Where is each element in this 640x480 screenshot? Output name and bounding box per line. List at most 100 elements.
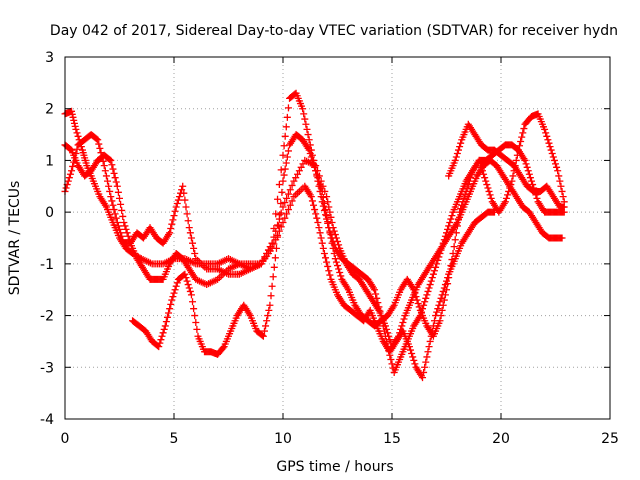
data-point <box>525 170 533 178</box>
data-point <box>317 184 325 192</box>
data-point <box>319 244 327 252</box>
data-point <box>173 279 181 287</box>
data-point <box>121 222 129 230</box>
series <box>61 141 566 351</box>
data-point <box>107 193 115 201</box>
data-point <box>322 254 330 262</box>
data-point <box>156 339 164 347</box>
data-point <box>313 170 321 178</box>
data-point <box>315 177 323 185</box>
data-point <box>522 160 530 168</box>
data-point <box>68 107 76 115</box>
data-point <box>171 207 179 215</box>
data-point <box>310 160 318 168</box>
data-point <box>106 187 114 195</box>
data-point <box>219 344 227 352</box>
data-point <box>457 205 465 213</box>
data-point <box>372 290 380 298</box>
data-point <box>263 317 271 325</box>
data-point <box>314 174 322 182</box>
y-tick-labels: -4 -3 -2 -1 0 1 2 3 <box>40 50 54 428</box>
data-point <box>68 110 76 118</box>
data-point <box>328 239 336 247</box>
data-point <box>102 172 110 180</box>
data-point <box>170 212 178 220</box>
data-point <box>189 239 197 247</box>
data-point <box>475 156 483 164</box>
data-point <box>286 201 294 209</box>
data-point <box>317 234 325 242</box>
data-point <box>388 360 396 368</box>
data-point <box>426 337 434 345</box>
data-point <box>308 197 316 205</box>
data-point <box>424 287 432 295</box>
data-point <box>487 194 495 202</box>
data-point <box>485 187 493 195</box>
data-point <box>334 237 341 245</box>
data-point <box>163 313 171 321</box>
data-point <box>258 331 266 339</box>
data-point <box>424 348 432 356</box>
data-point <box>407 346 415 354</box>
data-point <box>400 315 408 323</box>
data-point <box>434 305 442 313</box>
data-point <box>161 322 169 330</box>
data-point <box>300 110 308 118</box>
data-point <box>116 225 123 233</box>
data-point <box>547 146 555 154</box>
series <box>445 120 568 211</box>
data-point <box>70 158 78 166</box>
data-point <box>334 262 341 270</box>
x-tick-labels: 0 5 10 15 20 25 <box>61 431 619 447</box>
data-point <box>109 165 117 173</box>
data-point <box>331 231 339 239</box>
data-point <box>172 203 180 211</box>
data-point <box>326 271 334 279</box>
data-point <box>311 206 319 214</box>
data-point <box>482 177 490 185</box>
data-point <box>114 222 122 230</box>
data-point <box>280 142 288 150</box>
data-point <box>182 203 190 211</box>
data-point <box>323 212 331 220</box>
data-point <box>529 181 537 189</box>
data-point <box>313 214 321 222</box>
data-point <box>411 289 419 297</box>
data-point <box>279 218 287 226</box>
data-point <box>466 174 474 182</box>
data-point <box>542 129 550 137</box>
data-point <box>193 325 201 333</box>
data-point <box>270 240 278 248</box>
data-point <box>513 151 521 159</box>
data-point <box>325 267 333 275</box>
data-point <box>559 193 567 201</box>
data-point <box>270 263 278 271</box>
data-point <box>185 284 193 292</box>
data-point <box>179 182 187 190</box>
data-point <box>410 286 418 294</box>
data-point <box>182 274 190 282</box>
data-point <box>69 113 77 121</box>
data-point <box>422 358 430 366</box>
data-point <box>558 187 566 195</box>
data-point <box>175 193 183 201</box>
x-tick-label: 20 <box>492 431 510 447</box>
data-point <box>431 267 439 275</box>
data-point <box>281 199 289 207</box>
data-point <box>436 298 444 306</box>
data-point <box>326 208 334 216</box>
data-point <box>275 222 283 230</box>
data-point <box>104 177 112 185</box>
data-point <box>72 150 80 158</box>
data-point <box>528 177 536 185</box>
data-point <box>70 116 78 124</box>
data-point <box>437 294 445 302</box>
data-point <box>113 182 121 190</box>
data-point <box>411 360 419 368</box>
data-point <box>319 193 327 201</box>
data-point <box>160 325 168 333</box>
data-point <box>508 177 516 185</box>
data-point <box>272 210 280 218</box>
data-point <box>458 201 466 209</box>
data-point <box>502 194 510 202</box>
